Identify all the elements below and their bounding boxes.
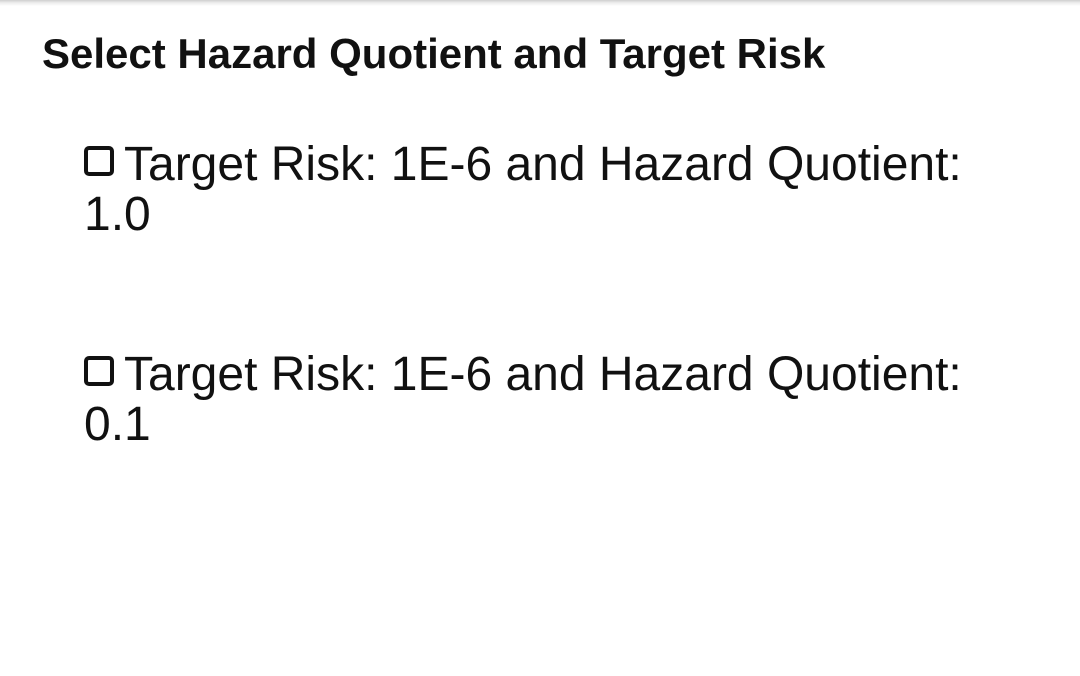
option-label-line-2: Target Risk: 1E-6 and Hazard Quotient: bbox=[124, 348, 962, 401]
option-value-1: 1.0 bbox=[84, 188, 151, 241]
option-line-2: Target Risk: 1E-6 and Hazard Quotient: bbox=[84, 350, 1024, 400]
option-hq-1-0[interactable]: Target Risk: 1E-6 and Hazard Quotient: 1… bbox=[84, 140, 1024, 240]
page-title: Select Hazard Quotient and Target Risk bbox=[42, 30, 826, 77]
checkbox-unchecked-icon[interactable] bbox=[84, 356, 114, 387]
option-value-2: 0.1 bbox=[84, 398, 151, 451]
option-hq-0-1[interactable]: Target Risk: 1E-6 and Hazard Quotient: 0… bbox=[84, 350, 1024, 450]
checkbox-unchecked-icon[interactable] bbox=[84, 146, 114, 177]
hazard-options-list: Target Risk: 1E-6 and Hazard Quotient: 1… bbox=[84, 140, 1024, 450]
option-line-1: Target Risk: 1E-6 and Hazard Quotient: bbox=[84, 140, 1024, 190]
top-edge-shadow bbox=[0, 0, 1080, 6]
option-label-line-1: Target Risk: 1E-6 and Hazard Quotient: bbox=[124, 138, 962, 191]
